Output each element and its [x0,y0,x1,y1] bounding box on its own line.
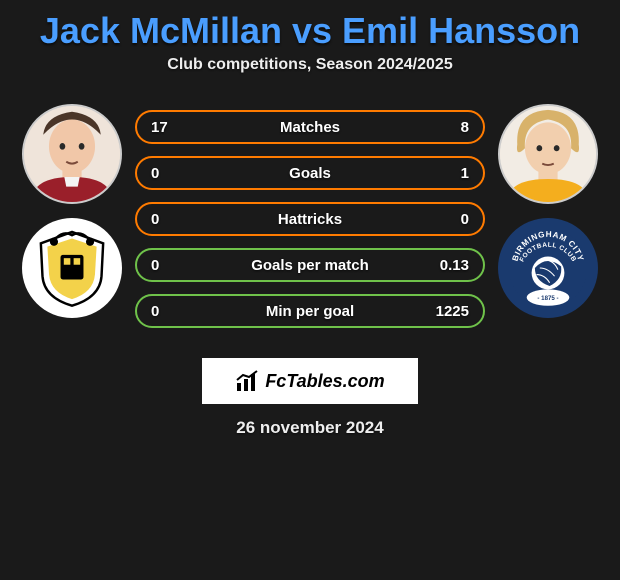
left-avatars [17,104,127,318]
stat-label: Matches [137,119,483,136]
stat-right-value: 1 [461,165,469,182]
stat-label: Goals [137,165,483,182]
stat-label: Hattricks [137,211,483,228]
stat-left-value: 0 [151,165,159,182]
stat-pill: 0Hattricks0 [135,202,485,236]
stat-label: Min per goal [137,303,483,320]
stat-pill: 0Goals per match0.13 [135,248,485,282]
player-right-avatar [498,104,598,204]
stat-right-value: 8 [461,119,469,136]
stat-left-value: 0 [151,303,159,320]
logo-text: FcTables.com [265,371,384,392]
stat-right-value: 0.13 [440,257,469,274]
page-title: Jack McMillan vs Emil Hansson [0,0,620,56]
stat-pill: 17Matches8 [135,110,485,144]
comparison-card: Jack McMillan vs Emil Hansson Club compe… [0,0,620,438]
player-left-avatar [22,104,122,204]
fctables-logo: FcTables.com [202,358,418,404]
date-text: 26 november 2024 [0,418,620,438]
club-right-year: - 1875 - [537,295,558,302]
main-row: 17Matches80Goals10Hattricks00Goals per m… [0,104,620,328]
stat-right-value: 0 [461,211,469,228]
subtitle: Club competitions, Season 2024/2025 [0,56,620,74]
chart-icon [235,369,259,393]
club-left-badge [22,218,122,318]
right-avatars: BIRMINGHAM CITY FOOTBALL CLUB - 1875 - [493,104,603,318]
stat-label: Goals per match [137,257,483,274]
stat-pill: 0Min per goal1225 [135,294,485,328]
stat-left-value: 0 [151,211,159,228]
stat-pill: 0Goals1 [135,156,485,190]
club-right-badge: BIRMINGHAM CITY FOOTBALL CLUB - 1875 - [498,218,598,318]
stats-column: 17Matches80Goals10Hattricks00Goals per m… [135,104,485,328]
stat-left-value: 0 [151,257,159,274]
stat-right-value: 1225 [436,303,469,320]
stat-left-value: 17 [151,119,168,136]
